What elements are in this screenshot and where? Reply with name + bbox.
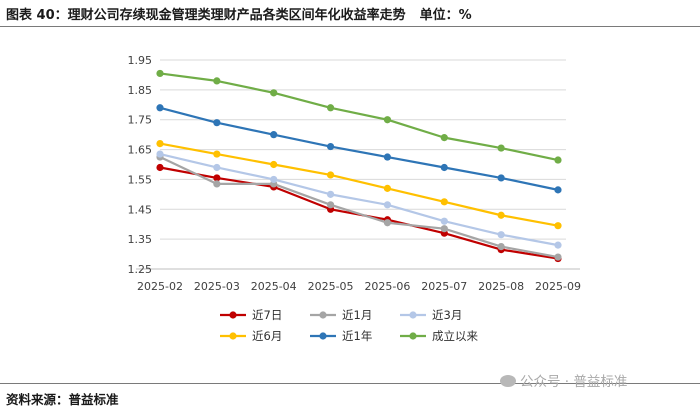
title-divider [0, 26, 700, 27]
legend-swatch-marker [319, 332, 327, 340]
y-tick-label: 1.75 [128, 114, 153, 127]
data-point [440, 163, 448, 172]
legend-label: 近3月 [432, 308, 462, 322]
data-point [383, 116, 392, 124]
y-tick-label: 1.45 [128, 203, 153, 216]
legend-label: 近1月 [342, 308, 372, 322]
legend-label: 近6月 [252, 329, 282, 343]
data-point [213, 119, 221, 127]
y-tick-label: 1.35 [128, 233, 153, 246]
data-point [156, 140, 164, 148]
series-近1月 [156, 153, 562, 261]
data-point [270, 175, 278, 184]
series-line [159, 72, 559, 162]
data-point [213, 150, 221, 158]
data-point [554, 186, 562, 194]
legend-item: 近7日 [220, 308, 282, 322]
unit-label: 单位：% [419, 8, 472, 23]
data-point [270, 89, 278, 97]
data-point [156, 163, 164, 172]
x-tick-label: 2025-02 [137, 280, 183, 293]
data-point [440, 217, 448, 225]
data-point [440, 225, 448, 233]
y-axis-ticks: 1.95 1.85 1.75 1.65 1.55 1.45 1.35 1.25 [128, 54, 153, 276]
series-line [159, 106, 559, 191]
x-axis-ticks: 2025-02 2025-03 2025-04 2025-05 2025-06 2025-… [137, 280, 581, 293]
data-point [554, 241, 562, 249]
legend-item: 近1月 [310, 308, 372, 322]
series-line [159, 152, 559, 247]
series-近1年 [156, 104, 562, 194]
series-line [159, 156, 559, 259]
y-tick-label: 1.85 [128, 84, 153, 97]
data-point [497, 174, 505, 182]
watermark: 公众号 · 普益标准 [500, 370, 627, 390]
source-note: 资料来源：普益标准 [6, 392, 119, 407]
y-tick-label: 1.55 [128, 173, 153, 186]
legend-label: 近1年 [342, 329, 372, 343]
data-point [270, 131, 278, 139]
legend-label: 成立以来 [432, 329, 478, 343]
legend-label: 近7日 [252, 308, 282, 322]
data-point [383, 201, 392, 209]
legend-swatch-marker [319, 311, 327, 319]
data-point [326, 171, 335, 179]
legend-swatch-marker [229, 311, 237, 319]
legend-item: 近3月 [400, 308, 462, 322]
data-point [497, 211, 505, 219]
data-point [497, 231, 505, 239]
series-lines [156, 69, 562, 263]
figure-title-text: 图表 40：理财公司存续现金管理类理财产品各类区间年化收益率走势 [6, 8, 406, 23]
series-近3月 [156, 150, 562, 249]
data-point [554, 253, 562, 261]
data-point [554, 156, 562, 164]
data-point [326, 104, 335, 112]
series-成立以来 [156, 69, 562, 164]
legend-item: 近1年 [310, 329, 372, 343]
data-point [213, 174, 221, 182]
data-point [440, 198, 448, 206]
y-tick-label: 1.95 [128, 54, 153, 67]
x-tick-label: 2025-05 [308, 280, 354, 293]
data-point [326, 190, 335, 198]
data-point [156, 104, 164, 112]
data-point [213, 77, 221, 85]
x-tick-label: 2025-04 [251, 280, 297, 293]
x-tick-label: 2025-06 [364, 280, 410, 293]
data-point [326, 201, 335, 209]
legend-item: 成立以来 [400, 329, 478, 343]
x-tick-label: 2025-08 [478, 280, 524, 293]
legend-swatch-marker [409, 311, 417, 319]
data-point [213, 180, 221, 188]
data-point [270, 160, 278, 169]
y-tick-label: 1.65 [128, 144, 153, 157]
y-tick-label: 1.25 [128, 263, 153, 276]
wechat-icon [500, 375, 516, 387]
data-point [156, 69, 164, 78]
legend-item: 近6月 [220, 329, 282, 343]
data-point [440, 134, 448, 142]
data-point [497, 243, 505, 251]
data-point [497, 144, 505, 152]
footer-divider [0, 383, 700, 384]
x-tick-label: 2025-09 [535, 280, 581, 293]
data-point [554, 222, 562, 230]
x-tick-label: 2025-03 [194, 280, 240, 293]
data-point [383, 153, 392, 161]
data-point [213, 163, 221, 172]
figure-title: 图表 40：理财公司存续现金管理类理财产品各类区间年化收益率走势 单位：% [6, 4, 696, 23]
legend-swatch-marker [409, 332, 417, 340]
data-point [383, 219, 392, 227]
series-line [159, 142, 559, 227]
x-tick-label: 2025-07 [421, 280, 467, 293]
data-point [383, 184, 392, 192]
data-point [326, 142, 335, 151]
legend-swatch-marker [229, 332, 237, 340]
series-近6月 [156, 140, 562, 230]
watermark-text: 公众号 · 普益标准 [520, 374, 628, 390]
data-point [156, 150, 164, 158]
